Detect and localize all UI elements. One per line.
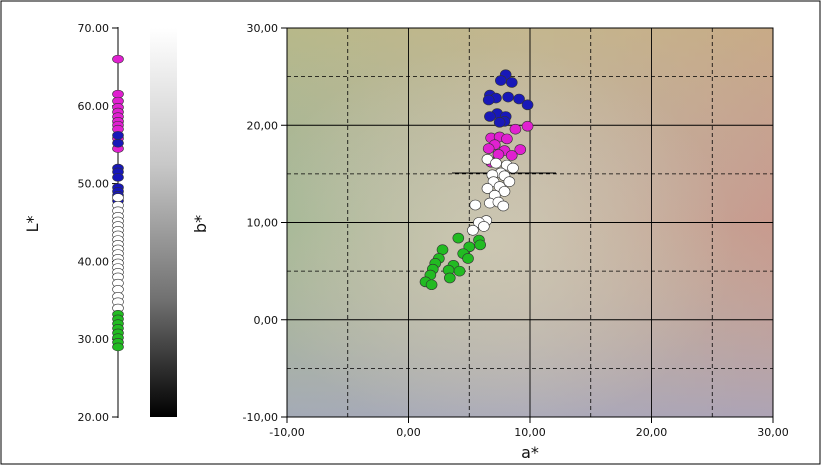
ab-plot: 30,00 20,00 10,00 0,00 -10,00 -10,00 0,00 10,00… bbox=[243, 22, 789, 462]
ab-point bbox=[514, 144, 527, 155]
ab-point bbox=[502, 91, 514, 103]
ab-point bbox=[462, 253, 474, 264]
ab-point bbox=[507, 162, 519, 174]
ab-point bbox=[452, 232, 465, 244]
lightness-tick-label: 30.00 bbox=[78, 333, 110, 346]
ab-point bbox=[505, 150, 518, 161]
ab-point bbox=[469, 199, 482, 211]
lightness-tick-label: 40.00 bbox=[78, 255, 110, 268]
ab-point bbox=[478, 221, 490, 232]
ab-point bbox=[503, 176, 516, 187]
ab-x-tick-label: 30,00 bbox=[757, 426, 789, 439]
lightness-tick-label: 50.00 bbox=[78, 178, 110, 191]
ab-y-tick-label: 30,00 bbox=[247, 22, 279, 35]
ab-point bbox=[484, 111, 496, 122]
ab-point bbox=[481, 183, 494, 194]
b-axis-label: b* bbox=[191, 215, 210, 233]
ab-x-tick-label: -10,00 bbox=[269, 426, 304, 439]
ab-point bbox=[513, 93, 525, 105]
lightness-axis-label: L* bbox=[23, 216, 42, 233]
ab-point bbox=[453, 265, 466, 277]
gray-gradient-bar bbox=[150, 28, 177, 417]
ab-point bbox=[474, 239, 486, 251]
ab-point bbox=[467, 224, 479, 236]
ab-point bbox=[492, 149, 505, 160]
ab-y-tick-label: 20,00 bbox=[247, 119, 279, 132]
ab-point bbox=[497, 200, 510, 212]
ab-point bbox=[482, 143, 495, 154]
lightness-point bbox=[112, 173, 124, 182]
ab-point bbox=[505, 77, 518, 88]
lightness-point bbox=[112, 342, 124, 352]
lightness-tick-label: 20.00 bbox=[78, 411, 110, 424]
ab-point bbox=[425, 279, 438, 291]
lightness-point bbox=[112, 193, 124, 202]
gray-ramp: b* bbox=[150, 28, 210, 417]
ab-point bbox=[495, 75, 507, 86]
ab-x-tick-label: 20,00 bbox=[636, 426, 668, 439]
ab-point bbox=[482, 94, 495, 106]
lightness-point bbox=[112, 131, 124, 140]
lightness-strip: 70.00 60.00 50.00 40.00 30.00 20.00 L* bbox=[23, 22, 124, 424]
ab-point bbox=[493, 117, 506, 128]
lightness-point bbox=[112, 138, 124, 148]
ab-y-tick-label: 10,00 bbox=[247, 217, 279, 230]
ab-x-tick-label: 10,00 bbox=[514, 426, 546, 439]
ab-point bbox=[444, 272, 456, 284]
ab-y-tick-label: -10,00 bbox=[243, 411, 278, 424]
a-axis-label: a* bbox=[521, 443, 539, 462]
ab-y-tick-label: 0,00 bbox=[254, 314, 279, 327]
lightness-tick-label: 60.00 bbox=[78, 100, 110, 113]
ab-point bbox=[501, 133, 513, 145]
ab-point bbox=[490, 157, 502, 169]
ab-point bbox=[509, 123, 522, 135]
ab-x-tick-label: 0,00 bbox=[396, 426, 421, 439]
lightness-tick-label: 70.00 bbox=[78, 22, 110, 35]
ab-point bbox=[521, 99, 534, 111]
lightness-point bbox=[112, 54, 124, 64]
ab-point bbox=[498, 186, 511, 197]
ab-point bbox=[521, 120, 534, 132]
